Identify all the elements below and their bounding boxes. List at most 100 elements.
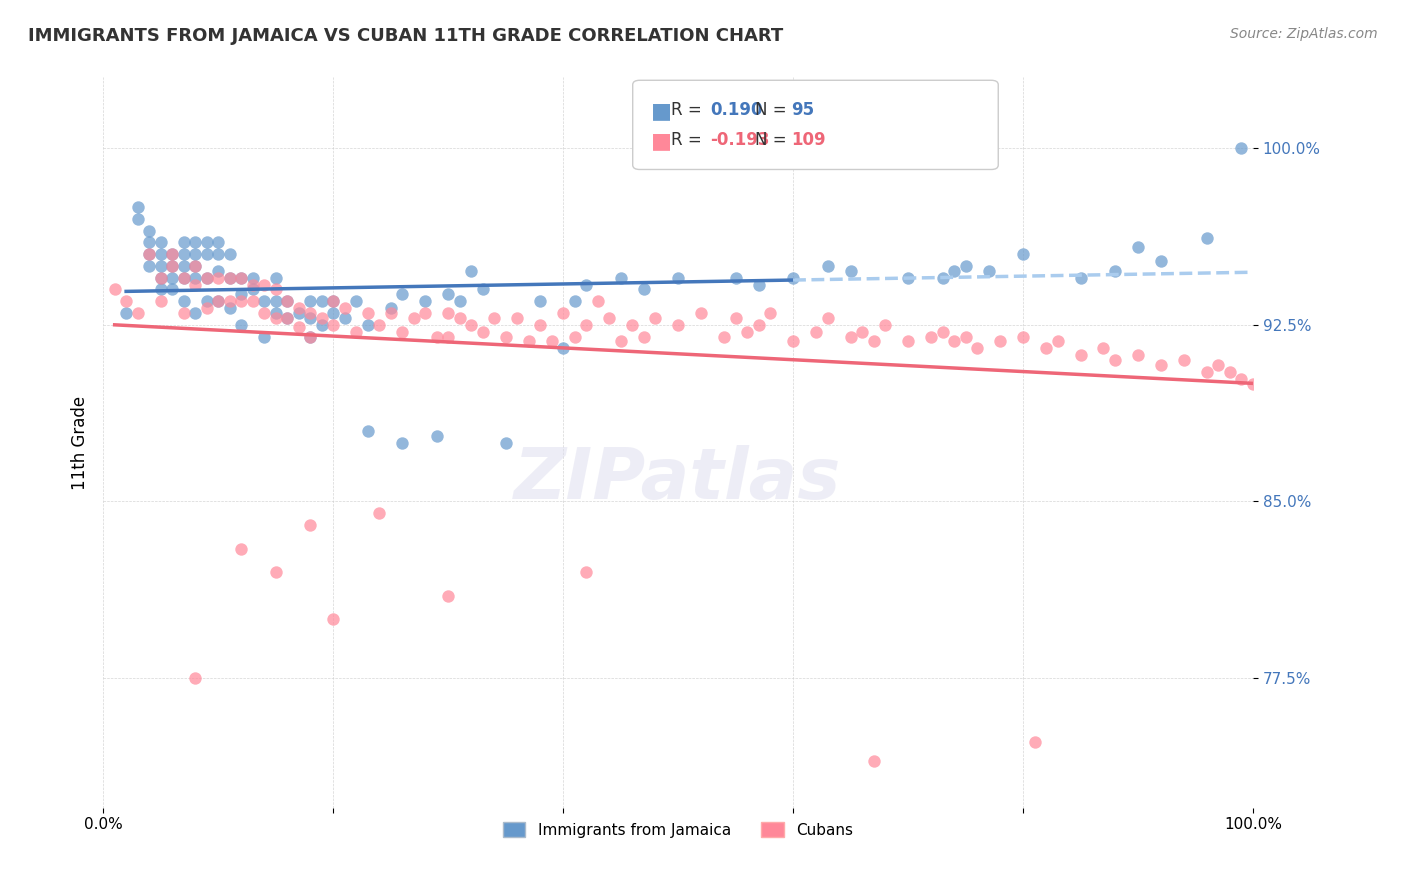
- Point: [1150, 358, 1173, 372]
- Point: [195, 294, 218, 309]
- Point: [724, 270, 747, 285]
- Point: [368, 506, 391, 520]
- Point: [195, 270, 218, 285]
- Point: [1046, 334, 1069, 349]
- Text: 95: 95: [792, 101, 814, 119]
- Point: [1195, 365, 1218, 379]
- Text: ZIPatlas: ZIPatlas: [515, 444, 842, 514]
- Point: [471, 283, 494, 297]
- Point: [644, 310, 666, 325]
- Point: [253, 329, 276, 343]
- Point: [264, 294, 287, 309]
- Point: [426, 428, 449, 442]
- Point: [380, 301, 402, 316]
- Point: [666, 318, 689, 332]
- Point: [184, 259, 207, 273]
- Text: R =: R =: [671, 101, 707, 119]
- Point: [1126, 348, 1149, 362]
- Point: [173, 259, 195, 273]
- Text: ■: ■: [651, 101, 672, 120]
- Point: [1104, 353, 1126, 368]
- Text: ■: ■: [651, 131, 672, 151]
- Point: [138, 235, 160, 250]
- Point: [207, 270, 229, 285]
- Point: [782, 270, 804, 285]
- Point: [1024, 735, 1046, 749]
- Point: [229, 294, 252, 309]
- Point: [160, 259, 183, 273]
- Point: [264, 283, 287, 297]
- Point: [264, 565, 287, 579]
- Point: [920, 329, 942, 343]
- Point: [207, 235, 229, 250]
- Point: [586, 294, 609, 309]
- Point: [322, 294, 344, 309]
- Point: [735, 325, 758, 339]
- Point: [782, 334, 804, 349]
- Point: [748, 277, 770, 292]
- Point: [1230, 372, 1253, 386]
- Point: [437, 329, 460, 343]
- Point: [1012, 247, 1035, 261]
- Point: [276, 310, 298, 325]
- Text: Source: ZipAtlas.com: Source: ZipAtlas.com: [1230, 27, 1378, 41]
- Point: [311, 318, 333, 332]
- Point: [817, 259, 839, 273]
- Point: [426, 329, 449, 343]
- Point: [195, 247, 218, 261]
- Point: [207, 247, 229, 261]
- Point: [149, 259, 172, 273]
- Point: [287, 301, 309, 316]
- Point: [276, 310, 298, 325]
- Point: [413, 306, 436, 320]
- Point: [218, 270, 240, 285]
- Point: [160, 247, 183, 261]
- Point: [127, 306, 149, 320]
- Point: [344, 294, 367, 309]
- Point: [1219, 365, 1241, 379]
- Point: [897, 270, 920, 285]
- Point: [287, 320, 309, 334]
- Point: [931, 325, 953, 339]
- Point: [184, 277, 207, 292]
- Point: [218, 294, 240, 309]
- Point: [160, 283, 183, 297]
- Point: [276, 294, 298, 309]
- Point: [242, 277, 264, 292]
- Point: [437, 306, 460, 320]
- Point: [218, 270, 240, 285]
- Point: [1230, 141, 1253, 155]
- Point: [356, 424, 378, 438]
- Point: [299, 306, 322, 320]
- Point: [264, 306, 287, 320]
- Point: [299, 329, 322, 343]
- Point: [184, 235, 207, 250]
- Point: [851, 325, 873, 339]
- Text: 109: 109: [792, 131, 827, 149]
- Point: [322, 306, 344, 320]
- Point: [207, 294, 229, 309]
- Text: IMMIGRANTS FROM JAMAICA VS CUBAN 11TH GRADE CORRELATION CHART: IMMIGRANTS FROM JAMAICA VS CUBAN 11TH GR…: [28, 27, 783, 45]
- Point: [195, 235, 218, 250]
- Point: [115, 306, 138, 320]
- Legend: Immigrants from Jamaica, Cubans: Immigrants from Jamaica, Cubans: [496, 815, 859, 844]
- Point: [1241, 376, 1264, 391]
- Point: [149, 247, 172, 261]
- Point: [218, 247, 240, 261]
- Point: [437, 287, 460, 301]
- Point: [598, 310, 620, 325]
- Point: [955, 259, 977, 273]
- Point: [229, 270, 252, 285]
- Point: [748, 318, 770, 332]
- Point: [333, 301, 356, 316]
- Point: [195, 301, 218, 316]
- Point: [666, 270, 689, 285]
- Point: [690, 306, 713, 320]
- Point: [449, 294, 471, 309]
- Point: [1126, 240, 1149, 254]
- Text: N =: N =: [755, 101, 792, 119]
- Point: [609, 270, 631, 285]
- Point: [1195, 230, 1218, 244]
- Point: [482, 310, 505, 325]
- Point: [873, 318, 896, 332]
